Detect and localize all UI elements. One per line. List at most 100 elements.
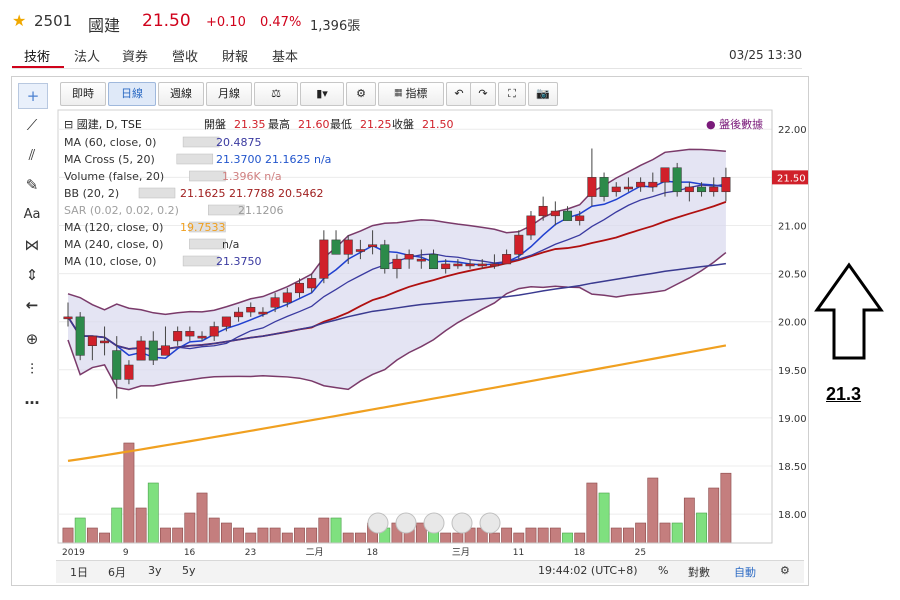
weekly-button[interactable]: 週線 bbox=[158, 82, 204, 106]
y-tick-label: 18.50 bbox=[778, 462, 807, 473]
auto-toggle[interactable]: 自動 bbox=[734, 566, 756, 579]
x-tick-label: 16 bbox=[184, 548, 196, 558]
tab-institutional[interactable]: 法人 bbox=[74, 50, 101, 65]
bars-icon[interactable]: ⫶ bbox=[30, 360, 34, 378]
tab-financials[interactable]: 財報 bbox=[222, 50, 249, 65]
chart-type-icon[interactable]: ▮▾ bbox=[300, 82, 344, 106]
candle-body bbox=[185, 331, 195, 337]
indicator-label: MA Cross (5, 20) bbox=[64, 153, 155, 166]
indicator-controls-icon bbox=[189, 238, 226, 250]
indicator-label: MA (120, close, 0) bbox=[64, 221, 163, 234]
candle-body bbox=[526, 215, 536, 236]
volume-bar bbox=[671, 522, 683, 544]
back-arrow-icon[interactable]: ← bbox=[25, 296, 39, 314]
star-icon[interactable]: ★ bbox=[12, 11, 27, 30]
candle-body bbox=[319, 239, 329, 279]
volume-bar bbox=[220, 522, 232, 544]
fullscreen-icon[interactable]: ⛶ bbox=[498, 82, 526, 106]
range-bar: 1日 6月 3y 5y 19:44:02 (UTC+8) % 對數 自動 ⚙ bbox=[56, 560, 804, 583]
candle-body bbox=[404, 254, 414, 260]
settings-gear-icon[interactable]: ⚙ bbox=[780, 564, 790, 577]
monthly-button[interactable]: 月線 bbox=[206, 82, 252, 106]
y-tick-label: 19.50 bbox=[778, 366, 807, 377]
volume-bar bbox=[586, 482, 598, 544]
candle-body bbox=[148, 340, 158, 361]
measure-icon[interactable]: ⇕ bbox=[25, 266, 39, 284]
candle-body bbox=[709, 186, 719, 193]
indicator-label: MA (60, close, 0) bbox=[64, 136, 156, 149]
tab-technical[interactable]: 技術 bbox=[24, 50, 51, 65]
y-tick-label: 19.00 bbox=[778, 414, 807, 425]
candle-body bbox=[87, 335, 97, 346]
candle-body bbox=[587, 177, 597, 197]
candle-body bbox=[331, 239, 341, 255]
candle-body bbox=[380, 244, 390, 270]
text-tool-icon[interactable]: Aa bbox=[23, 207, 41, 222]
datetime: 03/25 13:30 bbox=[729, 48, 802, 62]
tab-revenue[interactable]: 營收 bbox=[172, 50, 199, 65]
more-icon[interactable]: … bbox=[24, 390, 40, 408]
after-hours-label: ● 盤後數據 bbox=[706, 117, 763, 131]
indicator-controls-icon bbox=[189, 170, 226, 182]
candle-body bbox=[416, 258, 426, 262]
last-price-tag bbox=[772, 170, 808, 185]
range-1d-button[interactable]: 1日 bbox=[70, 566, 88, 579]
candle-body bbox=[209, 326, 219, 337]
zoom-icon[interactable]: ⊕ bbox=[25, 330, 39, 348]
tab-fundamentals[interactable]: 基本 bbox=[272, 50, 299, 65]
candle-body bbox=[660, 167, 670, 183]
camera-icon[interactable]: 📷 bbox=[528, 82, 558, 106]
stock-header: ★ 2501 國建 21.50 +0.10 0.47% 1,396張 bbox=[10, 8, 890, 36]
indicator-controls-icon bbox=[138, 187, 176, 199]
volume-bar bbox=[208, 517, 220, 544]
candle-body bbox=[221, 316, 231, 327]
settings-gear-icon[interactable]: ⚙ bbox=[346, 82, 376, 106]
candle-body bbox=[550, 210, 560, 217]
fibonacci-icon[interactable]: ⫽ bbox=[28, 146, 36, 164]
legend-title: ⊟ 國建, D, TSE bbox=[64, 117, 142, 131]
daily-button[interactable]: 日線 bbox=[108, 82, 156, 106]
candle-body bbox=[136, 340, 146, 361]
volume-bar bbox=[196, 492, 208, 544]
candle-body bbox=[611, 186, 621, 193]
pattern-icon[interactable]: ⋈ bbox=[24, 236, 40, 254]
trend-line-icon[interactable]: ⟋ bbox=[26, 116, 38, 134]
range-5y-button[interactable]: 5y bbox=[182, 564, 196, 577]
candle-body bbox=[514, 234, 524, 255]
compare-icon[interactable]: ⚖ bbox=[254, 82, 298, 106]
indicators-icon: 𝄜 bbox=[394, 87, 406, 100]
indicator-label: MA (10, close, 0) bbox=[64, 255, 156, 268]
crosshair-icon[interactable]: + bbox=[18, 83, 48, 109]
volume-bar bbox=[635, 522, 647, 544]
candle-body bbox=[234, 311, 244, 318]
volume-bar bbox=[489, 532, 500, 544]
realtime-button[interactable]: 即時 bbox=[60, 82, 106, 106]
indicators-button[interactable]: 𝄜 指標 bbox=[378, 82, 444, 106]
candle-body bbox=[636, 181, 646, 188]
percent-toggle[interactable]: % bbox=[658, 564, 669, 577]
up-arrow-icon bbox=[814, 262, 884, 360]
indicator-label: Volume (false, 20) bbox=[64, 170, 164, 183]
low-value: 21.25 bbox=[360, 118, 392, 131]
indicator-controls-icon bbox=[176, 153, 214, 165]
candle-body bbox=[173, 331, 183, 342]
candle-body bbox=[112, 350, 122, 380]
candle-body bbox=[355, 249, 365, 252]
redo-icon[interactable]: ↷ bbox=[470, 82, 496, 106]
tab-margin[interactable]: 資券 bbox=[122, 50, 149, 65]
brush-icon[interactable]: ✎ bbox=[25, 176, 39, 194]
volume-bar bbox=[111, 507, 123, 544]
volume-bar bbox=[184, 512, 196, 544]
log-toggle[interactable]: 對數 bbox=[688, 566, 710, 579]
y-tick-label: 20.50 bbox=[778, 270, 807, 281]
clock-readout: 19:44:02 (UTC+8) bbox=[538, 564, 638, 577]
x-tick-label: 25 bbox=[635, 548, 646, 558]
range-3y-button[interactable]: 3y bbox=[148, 564, 162, 577]
volume-bar bbox=[708, 487, 720, 544]
candle-body bbox=[697, 186, 707, 193]
volume-bar bbox=[245, 532, 257, 544]
volume-bar bbox=[318, 517, 330, 544]
range-6m-button[interactable]: 6月 bbox=[108, 566, 126, 579]
candle-body bbox=[270, 297, 280, 308]
